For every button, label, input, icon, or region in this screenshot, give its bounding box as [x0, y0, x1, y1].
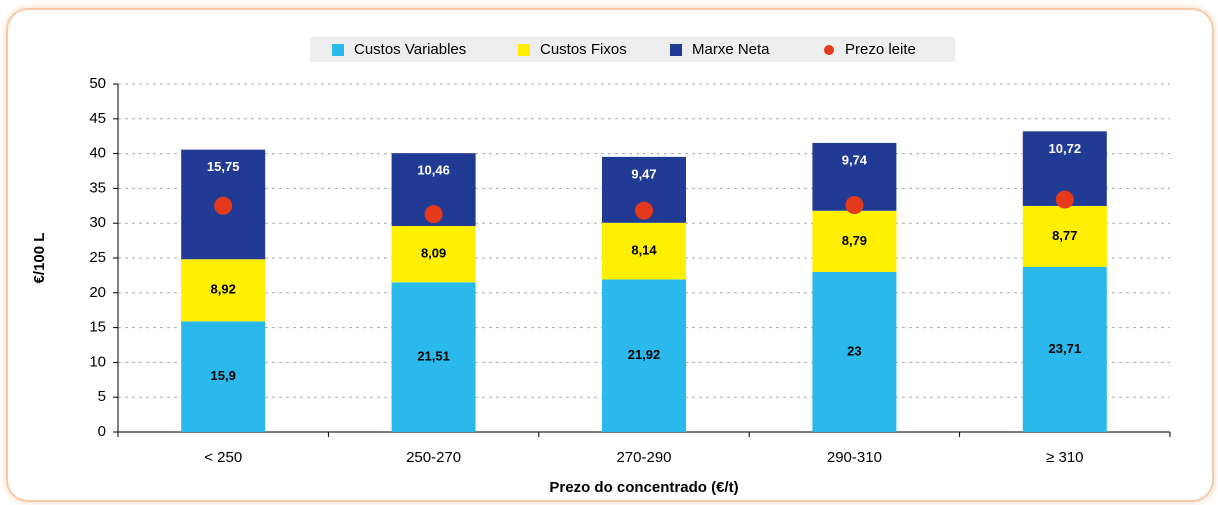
legend-marker	[518, 44, 530, 56]
data-label: 8,79	[842, 233, 867, 248]
data-label: 8,14	[631, 243, 657, 258]
bar-segment	[1022, 205, 1107, 267]
data-label: 10,46	[417, 163, 450, 178]
price-dot	[424, 205, 443, 224]
bar-segment	[181, 321, 266, 432]
y-axis-label: €/100 L	[31, 233, 48, 284]
bar-segment	[181, 259, 266, 322]
legend-marker	[824, 45, 834, 55]
y-tick-label: 5	[98, 388, 106, 405]
data-label: 21,51	[417, 349, 450, 364]
bar-segment	[602, 279, 686, 432]
x-tick-label: 270-290	[616, 449, 671, 466]
price-dot	[635, 201, 653, 220]
y-tick-label: 30	[89, 214, 106, 231]
bar-segment	[812, 210, 897, 272]
data-label: 9,74	[842, 152, 868, 167]
legend-background	[310, 37, 955, 62]
x-tick-label: ≥ 310	[1046, 449, 1083, 466]
price-dot	[214, 196, 233, 215]
y-tick-label: 15	[89, 319, 106, 336]
data-label: 23	[847, 343, 861, 358]
legend-marker	[670, 44, 682, 56]
legend-label: Marxe Neta	[692, 41, 770, 58]
data-label: 15,75	[207, 159, 240, 174]
bar-segment	[391, 282, 476, 432]
legend-label: Custos Fixos	[540, 41, 627, 58]
y-tick-label: 25	[89, 249, 106, 266]
data-label: 9,47	[631, 166, 656, 181]
legend-label: Prezo leite	[845, 41, 916, 58]
data-label: 23,71	[1049, 341, 1082, 356]
bar-segment	[812, 271, 897, 432]
x-tick-label: < 250	[204, 449, 242, 466]
y-tick-label: 20	[89, 284, 106, 301]
bar-segment	[602, 222, 686, 280]
y-tick-label: 45	[89, 110, 106, 127]
bar-segment	[1022, 266, 1107, 432]
price-dot	[845, 196, 864, 215]
y-tick-label: 10	[89, 353, 106, 370]
y-tick-label: 35	[89, 179, 106, 196]
x-tick-label: 290-310	[827, 449, 882, 466]
data-label: 15,9	[211, 368, 236, 383]
bar-segment	[391, 225, 476, 283]
y-tick-label: 0	[98, 423, 106, 440]
x-tick-label: 250-270	[406, 449, 461, 466]
data-label: 8,77	[1052, 228, 1077, 243]
price-dot	[1055, 190, 1074, 209]
data-label: 21,92	[628, 347, 661, 362]
y-tick-label: 50	[89, 75, 106, 92]
data-label: 10,72	[1049, 141, 1082, 156]
x-axis-label: Prezo do concentrado (€/t)	[549, 479, 738, 496]
legend-label: Custos Variables	[354, 41, 466, 58]
y-tick-label: 40	[89, 145, 106, 162]
legend-marker	[332, 44, 344, 56]
data-label: 8,09	[421, 246, 446, 261]
data-label: 8,92	[211, 282, 236, 297]
